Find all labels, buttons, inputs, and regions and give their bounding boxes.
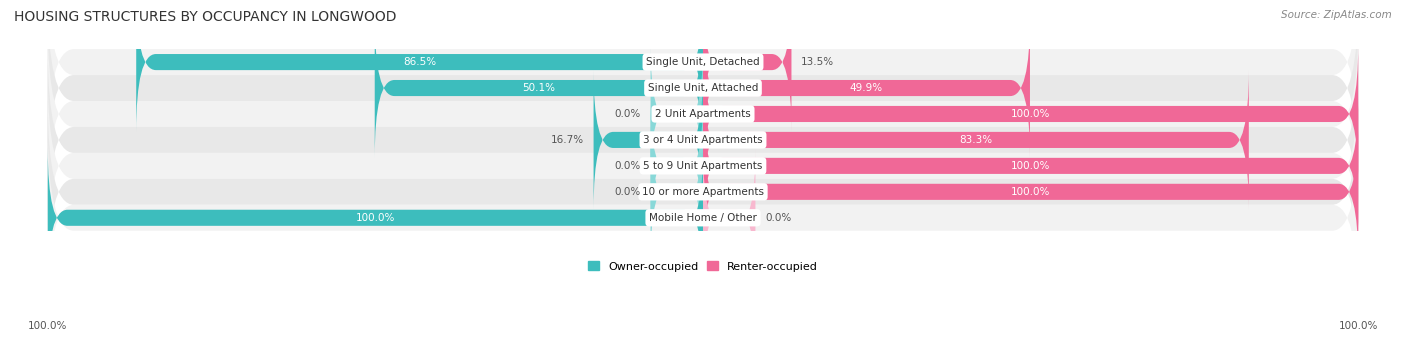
FancyBboxPatch shape: [651, 96, 703, 236]
Text: 16.7%: 16.7%: [551, 135, 583, 145]
FancyBboxPatch shape: [703, 122, 1358, 262]
Text: 100.0%: 100.0%: [1011, 161, 1050, 171]
Text: 3 or 4 Unit Apartments: 3 or 4 Unit Apartments: [643, 135, 763, 145]
FancyBboxPatch shape: [48, 127, 1358, 309]
Text: Single Unit, Detached: Single Unit, Detached: [647, 57, 759, 67]
Text: 0.0%: 0.0%: [614, 161, 641, 171]
FancyBboxPatch shape: [703, 0, 792, 132]
Text: 86.5%: 86.5%: [404, 57, 436, 67]
Text: HOUSING STRUCTURES BY OCCUPANCY IN LONGWOOD: HOUSING STRUCTURES BY OCCUPANCY IN LONGW…: [14, 10, 396, 24]
FancyBboxPatch shape: [651, 44, 703, 184]
Text: 0.0%: 0.0%: [614, 187, 641, 197]
Text: 100.0%: 100.0%: [1011, 187, 1050, 197]
Text: 100.0%: 100.0%: [356, 213, 395, 223]
Text: 0.0%: 0.0%: [614, 109, 641, 119]
FancyBboxPatch shape: [48, 101, 1358, 283]
FancyBboxPatch shape: [136, 0, 703, 132]
Text: Single Unit, Attached: Single Unit, Attached: [648, 83, 758, 93]
Text: 10 or more Apartments: 10 or more Apartments: [643, 187, 763, 197]
Text: 2 Unit Apartments: 2 Unit Apartments: [655, 109, 751, 119]
Text: 5 to 9 Unit Apartments: 5 to 9 Unit Apartments: [644, 161, 762, 171]
FancyBboxPatch shape: [375, 18, 703, 158]
FancyBboxPatch shape: [48, 23, 1358, 205]
FancyBboxPatch shape: [703, 70, 1249, 210]
FancyBboxPatch shape: [48, 0, 1358, 153]
Text: 49.9%: 49.9%: [849, 83, 883, 93]
Text: 0.0%: 0.0%: [765, 213, 792, 223]
Text: 83.3%: 83.3%: [959, 135, 993, 145]
Text: 13.5%: 13.5%: [801, 57, 834, 67]
FancyBboxPatch shape: [703, 18, 1031, 158]
FancyBboxPatch shape: [593, 70, 703, 210]
Text: 50.1%: 50.1%: [523, 83, 555, 93]
FancyBboxPatch shape: [703, 96, 1358, 236]
Legend: Owner-occupied, Renter-occupied: Owner-occupied, Renter-occupied: [583, 257, 823, 276]
FancyBboxPatch shape: [48, 49, 1358, 231]
FancyBboxPatch shape: [703, 44, 1358, 184]
FancyBboxPatch shape: [703, 148, 755, 287]
FancyBboxPatch shape: [651, 122, 703, 262]
Text: Mobile Home / Other: Mobile Home / Other: [650, 213, 756, 223]
Text: 100.0%: 100.0%: [1011, 109, 1050, 119]
FancyBboxPatch shape: [48, 0, 1358, 179]
FancyBboxPatch shape: [48, 148, 703, 287]
FancyBboxPatch shape: [48, 75, 1358, 257]
Text: 100.0%: 100.0%: [28, 321, 67, 331]
Text: Source: ZipAtlas.com: Source: ZipAtlas.com: [1281, 10, 1392, 20]
Text: 100.0%: 100.0%: [1339, 321, 1378, 331]
